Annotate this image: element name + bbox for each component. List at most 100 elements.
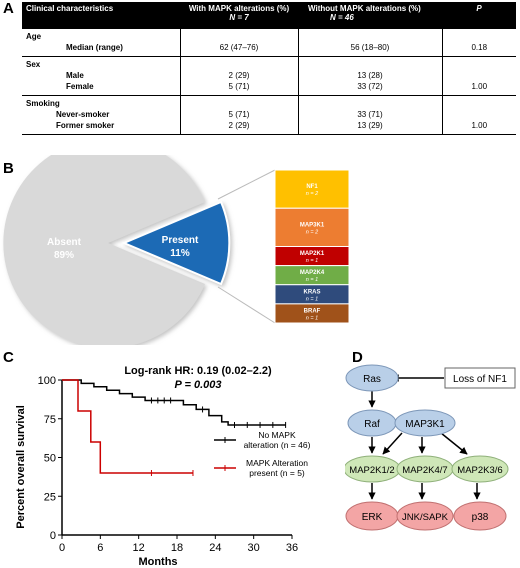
breakdown-n: n = 1 <box>306 277 318 283</box>
x-tick-label: 12 <box>133 542 145 554</box>
cell-without: 33 (72) <box>297 81 442 96</box>
section-title-smoking: Smoking <box>22 95 180 109</box>
node-raf-label: Raf <box>364 419 380 430</box>
series-line-1 <box>62 379 193 474</box>
cell-with: 2 (29) <box>179 120 298 135</box>
breakdown-n: n = 1 <box>306 296 318 302</box>
table-row: Age <box>22 28 516 42</box>
legend-label-line2: alteration (n = 46) <box>244 440 311 450</box>
header-p: P <box>442 2 516 29</box>
table-row: Male 2 (29) 13 (28) <box>22 70 516 81</box>
node-jnk <box>396 501 454 531</box>
node-p38-label: p38 <box>472 512 489 523</box>
node-map2k12-label: MAP2K1/2 <box>349 465 394 476</box>
chart-title: Log-rank HR: 0.19 (0.02–2.2) <box>124 365 272 377</box>
x-tick-label: 24 <box>209 542 221 554</box>
row-label: Former smoker <box>22 120 180 135</box>
y-tick-label: 50 <box>44 453 56 465</box>
header-with-mapk-n: N = 7 <box>229 13 249 22</box>
cell-with: 2 (29) <box>179 70 298 81</box>
y-tick-label: 100 <box>38 375 56 387</box>
cell-without: 13 (28) <box>297 70 442 81</box>
cell-with: 5 (71) <box>179 81 298 96</box>
node-erk-label: ERK <box>362 512 383 523</box>
table-row: Female 5 (71) 33 (72) 1.00 <box>22 81 516 96</box>
y-tick-label: 75 <box>44 414 56 426</box>
x-axis-label: Months <box>138 556 177 568</box>
cell-with: 62 (47–76) <box>179 42 298 57</box>
x-tick-label: 6 <box>97 542 103 554</box>
node-ras <box>345 364 399 392</box>
pie-slice-absent <box>3 155 205 345</box>
clinical-characteristics-table: Clinical characteristics With MAPK alter… <box>22 2 516 135</box>
cell-p <box>441 109 516 120</box>
breakdown-name: NF1 <box>306 184 318 190</box>
cell-p: 1.00 <box>441 120 516 135</box>
table-row: Sex <box>22 56 516 70</box>
y-tick-label: 0 <box>50 530 56 542</box>
section-title-sex: Sex <box>22 56 180 70</box>
header-with-mapk-label: With MAPK alterations (%) <box>188 4 290 13</box>
pathway-diagram: Ras Loss of NF1 Raf MAP3K1 MAP2K1/2 MAP2… <box>345 364 516 531</box>
x-tick-label: 0 <box>59 542 65 554</box>
row-label: Median (range) <box>22 42 180 57</box>
cell-with: 5 (71) <box>179 109 298 120</box>
cell-p <box>441 70 516 81</box>
node-map3k1-label: MAP3K1 <box>405 419 445 430</box>
node-map3k1 <box>394 409 456 437</box>
breakdown-name: MAP2K4 <box>300 270 325 276</box>
breakdown-name: MAP2K1 <box>300 251 325 257</box>
header-without-mapk-n: N = 46 <box>330 13 354 22</box>
legend-label-line2: present (n = 5) <box>249 468 305 478</box>
node-jnk-label: JNK/SAPK <box>402 512 449 523</box>
y-axis-label: Percent overall survival <box>15 405 27 529</box>
breakdown-name: KRAS <box>303 289 320 295</box>
absent-label: Absent <box>47 237 82 248</box>
node-nf1-box <box>444 367 516 389</box>
chart-subtitle: P = 0.003 <box>175 379 222 391</box>
row-label: Female <box>22 81 180 96</box>
section-title-age: Age <box>22 28 180 42</box>
node-p38 <box>453 501 507 531</box>
panel-label-c: C <box>3 349 14 366</box>
edge-map3k1-map2k12 <box>382 432 403 455</box>
pie-slice-present <box>121 200 231 286</box>
breakdown-n: n = 2 <box>306 191 318 197</box>
node-map2k47-label: MAP2K4/7 <box>402 465 447 476</box>
series-line-0 <box>62 379 286 426</box>
table-row: Never-smoker 5 (71) 33 (71) <box>22 109 516 120</box>
survival-chart: Log-rank HR: 0.19 (0.02–2.2) P = 0.003 P… <box>15 365 311 568</box>
header-with-mapk: With MAPK alterations (%) N = 7 <box>180 2 298 29</box>
edge-map3k1-map2k36 <box>440 432 468 455</box>
cell-without: 13 (29) <box>297 120 442 135</box>
x-tick-label: 30 <box>248 542 260 554</box>
panel-label-d: D <box>352 349 363 366</box>
legend-label-line1: No MAPK <box>258 430 296 440</box>
cell-without: 33 (71) <box>297 109 442 120</box>
breakdown-n: n = 1 <box>306 258 318 264</box>
cell-p: 0.18 <box>441 42 516 57</box>
connector-line <box>217 169 276 200</box>
cell-p: 1.00 <box>441 81 516 96</box>
node-map2k36 <box>451 455 509 483</box>
y-tick-label: 25 <box>44 491 56 503</box>
header-without-mapk-label: Without MAPK alterations (%) <box>308 4 421 13</box>
present-label: Present <box>162 235 199 246</box>
axes: 0 25 50 75 100 0 6 12 18 24 30 36 <box>38 375 298 554</box>
header-characteristics: Clinical characteristics <box>22 2 180 29</box>
breakdown-block-braf <box>274 303 350 324</box>
series-group <box>62 379 287 476</box>
table-row: Former smoker 2 (29) 13 (29) 1.00 <box>22 120 516 135</box>
breakdown-block-map3k1 <box>274 207 350 247</box>
breakdown-name: MAP3K1 <box>300 222 325 228</box>
node-ras-label: Ras <box>363 374 381 385</box>
x-tick-label: 18 <box>171 542 183 554</box>
panel-label-a: A <box>3 0 14 17</box>
table-row: Median (range) 62 (47–76) 56 (18–80) 0.1… <box>22 42 516 57</box>
node-nf1-label: Loss of NF1 <box>453 374 507 385</box>
panel-label-b: B <box>3 160 14 177</box>
absent-pct: 89% <box>54 250 74 261</box>
table-header-row: Clinical characteristics With MAPK alter… <box>22 2 516 29</box>
